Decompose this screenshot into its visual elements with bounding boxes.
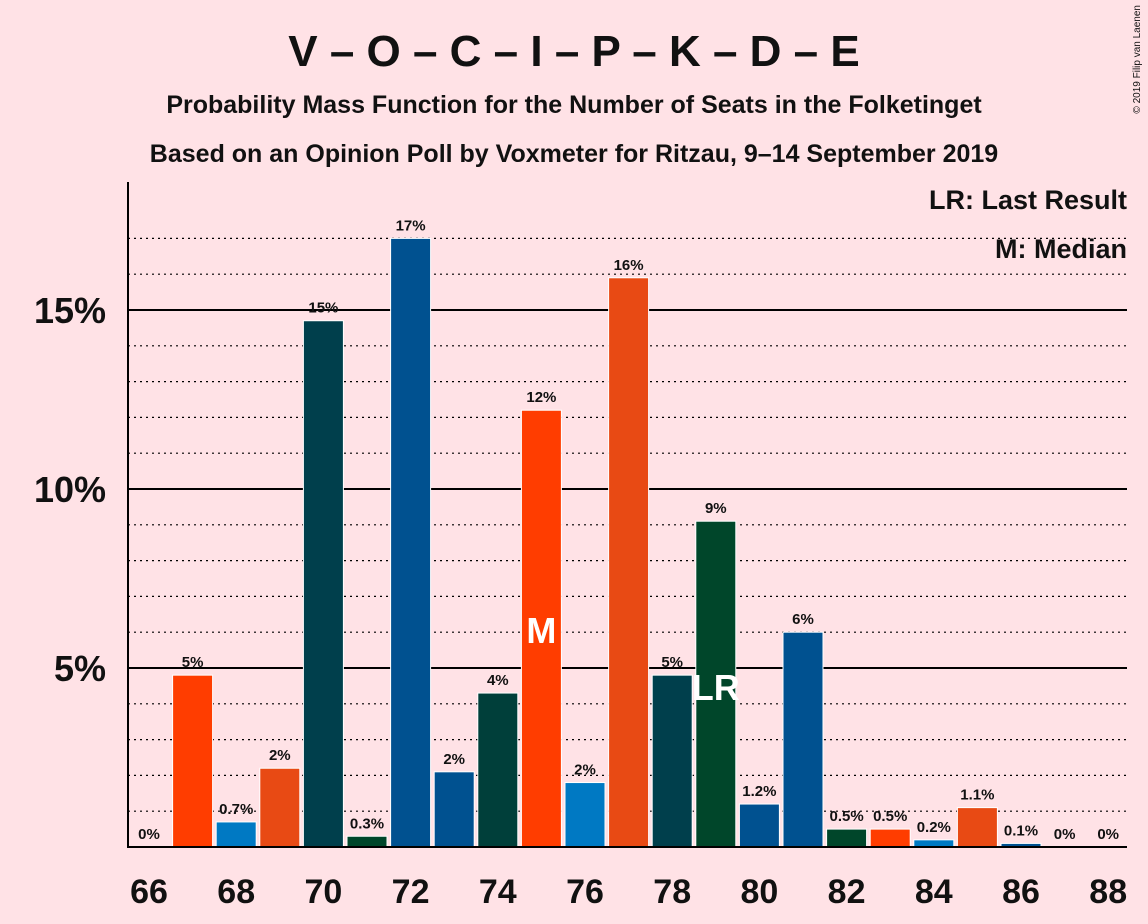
x-tick-label: 72	[392, 873, 430, 911]
y-tick-label: 15%	[34, 290, 106, 331]
bar-seats-81	[782, 631, 824, 848]
bar-value-label: 0.5%	[873, 808, 907, 825]
bar-value-label: 15%	[308, 300, 338, 317]
chart-subtitle: Probability Mass Function for the Number…	[166, 91, 982, 119]
x-tick-label: 84	[915, 873, 953, 911]
x-tick-label: 78	[653, 873, 691, 911]
legend-last-result: LR: Last Result	[929, 185, 1127, 215]
bar-value-label: 2%	[269, 747, 291, 764]
x-tick-label: 74	[479, 873, 517, 911]
bar-value-label: 1.1%	[960, 787, 994, 804]
bar-seats-83	[869, 828, 911, 848]
x-tick-label: 82	[828, 873, 866, 911]
bar-seats-75	[520, 409, 562, 848]
bar-seats-68	[215, 821, 257, 848]
bar-seats-71	[346, 835, 388, 848]
bar-seats-72	[390, 237, 432, 848]
bar-seats-80	[738, 803, 780, 848]
x-tick-label: 76	[566, 873, 604, 911]
bar-seats-73	[433, 771, 475, 848]
chart-title: V – O – C – I – P – K – D – E	[288, 27, 859, 76]
y-tick-label: 5%	[54, 648, 106, 689]
bar-value-label: 0.1%	[1004, 822, 1038, 839]
bar-value-label: 0.5%	[829, 808, 863, 825]
bar-value-label: 9%	[705, 500, 727, 517]
bar-seats-69	[259, 767, 301, 848]
chart-subtitle-poll: Based on an Opinion Poll by Voxmeter for…	[150, 140, 998, 168]
legend: LR: Last Result M: Median	[929, 185, 1127, 264]
bar-value-label: 0%	[138, 826, 160, 843]
bar-value-label: 4%	[487, 672, 509, 689]
bar-value-label: 12%	[526, 389, 556, 406]
median-marker: M	[526, 610, 556, 651]
bar-value-label: 0.2%	[917, 819, 951, 836]
bar-value-label: 1.2%	[742, 783, 776, 800]
x-tick-label: 66	[130, 873, 168, 911]
bar-value-label: 2%	[574, 762, 596, 779]
bar-seats-85	[956, 807, 998, 848]
axes: 5% 10% 15% 66 68 70 72 74 76 78 80 82 84 86 88	[34, 182, 1127, 911]
bars: 0% 5% 0.7% 2% 15% 0.3% 17% 2% 4% 12% 2% 16% 5% 9% 1.2%…	[138, 217, 1119, 848]
bar-value-label: 0%	[1054, 826, 1076, 843]
bar-seats-70	[302, 320, 344, 848]
bar-seats-67	[172, 674, 214, 848]
bar-seats-74	[477, 692, 519, 848]
last-result-marker: LR	[692, 667, 740, 708]
legend-median: M: Median	[995, 234, 1127, 264]
bar-value-label: 16%	[614, 257, 644, 274]
bar-value-label: 5%	[182, 654, 204, 671]
copyright-notice: © 2019 Filip van Laenen	[1132, 5, 1143, 114]
bar-value-label: 0.7%	[219, 801, 253, 818]
x-tick-label: 88	[1089, 873, 1127, 911]
bar-value-label: 17%	[396, 217, 426, 234]
bar-seats-79	[695, 520, 737, 848]
x-tick-label: 70	[304, 873, 342, 911]
y-tick-label: 10%	[34, 469, 106, 510]
bar-seats-76	[564, 782, 606, 848]
bar-seats-84	[913, 839, 955, 848]
bar-seats-78	[651, 674, 693, 848]
bar-seats-77	[608, 277, 650, 848]
bar-value-label: 0%	[1097, 826, 1119, 843]
x-tick-label: 80	[740, 873, 778, 911]
bar-value-label: 0.3%	[350, 815, 384, 832]
bar-value-label: 5%	[661, 654, 683, 671]
bar-value-label: 2%	[443, 751, 465, 768]
bar-value-label: 6%	[792, 611, 814, 628]
x-tick-label: 68	[217, 873, 255, 911]
x-tick-label: 86	[1002, 873, 1040, 911]
bar-seats-82	[826, 828, 868, 848]
